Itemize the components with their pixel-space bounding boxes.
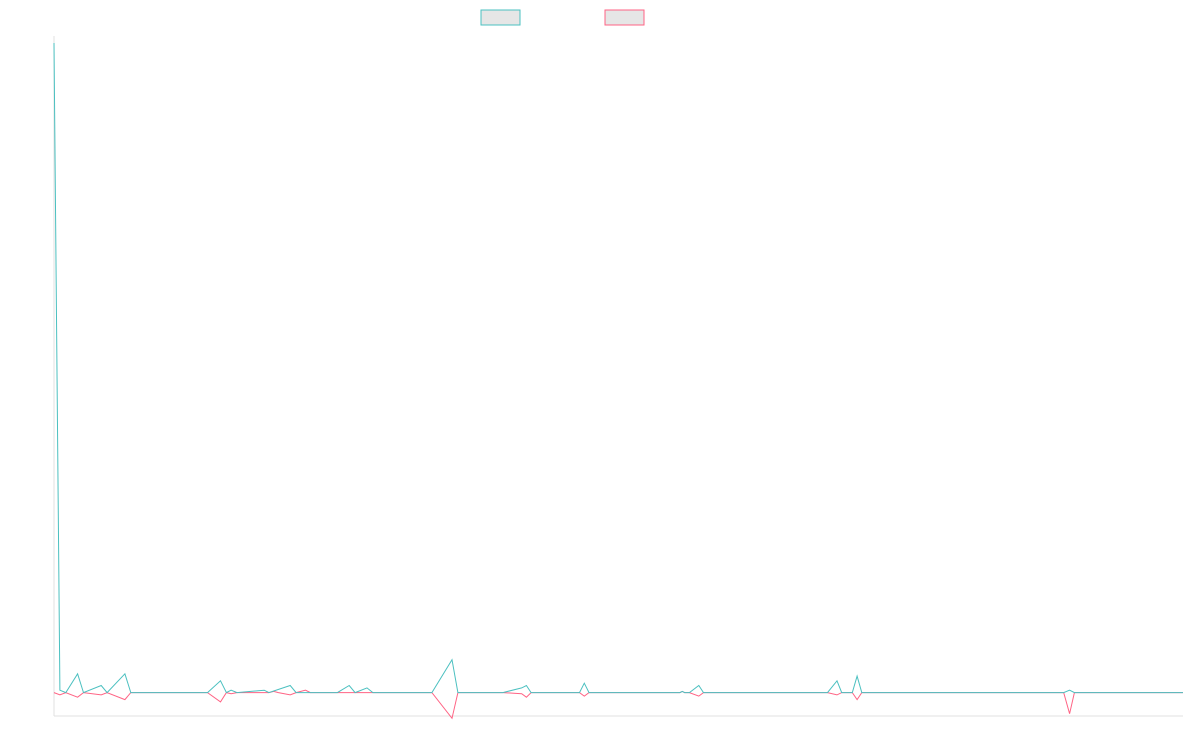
legend-swatch-series-2[interactable] — [604, 9, 645, 26]
plot-area — [53, 36, 1183, 720]
series-line-2 — [53, 689, 1183, 720]
series-layer — [53, 42, 1183, 720]
legend — [480, 9, 645, 26]
legend-swatch-series-1[interactable] — [480, 9, 521, 26]
series-line-1 — [53, 42, 1183, 694]
